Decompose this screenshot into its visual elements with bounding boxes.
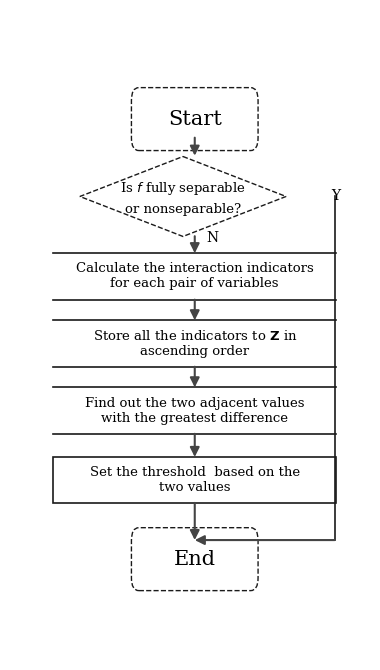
Text: or nonseparable?: or nonseparable? bbox=[125, 203, 241, 216]
FancyBboxPatch shape bbox=[131, 88, 258, 151]
Bar bbox=[53, 457, 336, 503]
Polygon shape bbox=[80, 157, 286, 237]
Text: Y: Y bbox=[332, 190, 341, 204]
Text: N: N bbox=[207, 232, 218, 245]
Text: Is $f$ fully separable: Is $f$ fully separable bbox=[120, 180, 246, 197]
Text: Start: Start bbox=[168, 110, 222, 129]
Text: Set the threshold  based on the
two values: Set the threshold based on the two value… bbox=[90, 466, 300, 494]
Text: End: End bbox=[174, 549, 216, 569]
Text: Find out the two adjacent values
with the greatest difference: Find out the two adjacent values with th… bbox=[85, 397, 304, 425]
Text: Calculate the interaction indicators
for each pair of variables: Calculate the interaction indicators for… bbox=[76, 263, 314, 290]
Text: Store all the indicators to $\mathbf{Z}$ in
ascending order: Store all the indicators to $\mathbf{Z}$… bbox=[92, 329, 297, 358]
FancyBboxPatch shape bbox=[131, 528, 258, 591]
